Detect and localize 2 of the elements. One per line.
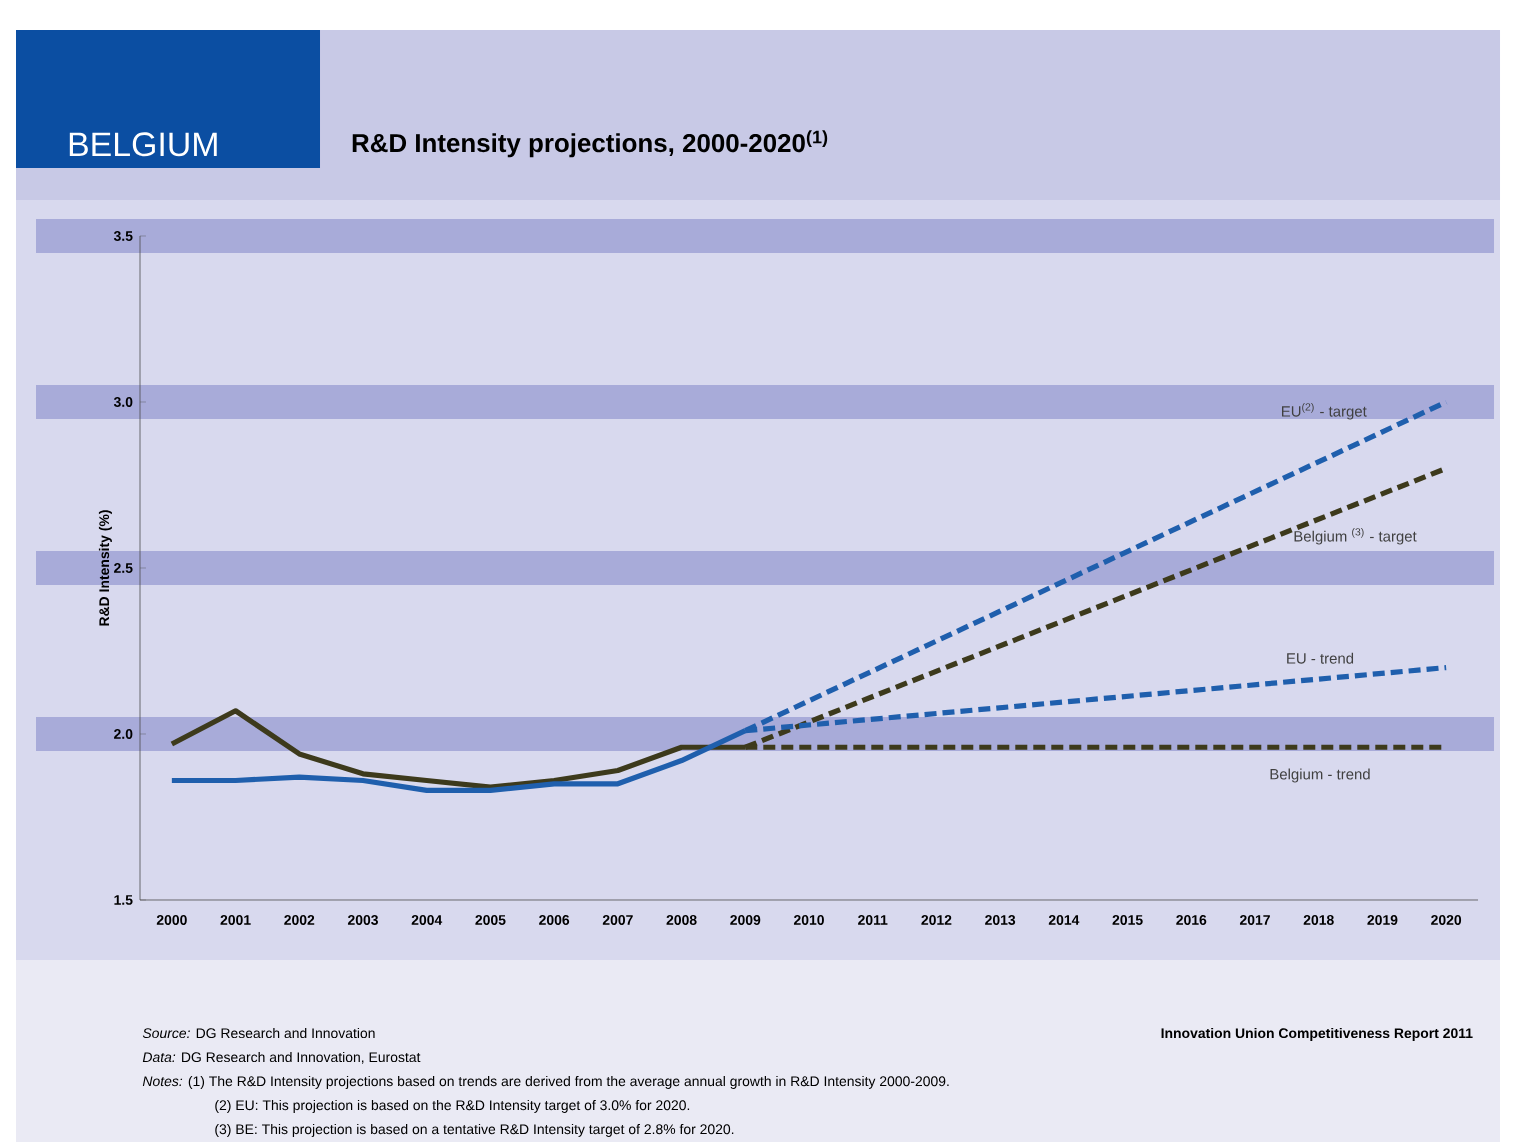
chart-subtitle: R&D Intensity projections, 2000-2020$^{(1)}$ [352,130,828,158]
chart-title: BELGIUM [69,132,217,157]
